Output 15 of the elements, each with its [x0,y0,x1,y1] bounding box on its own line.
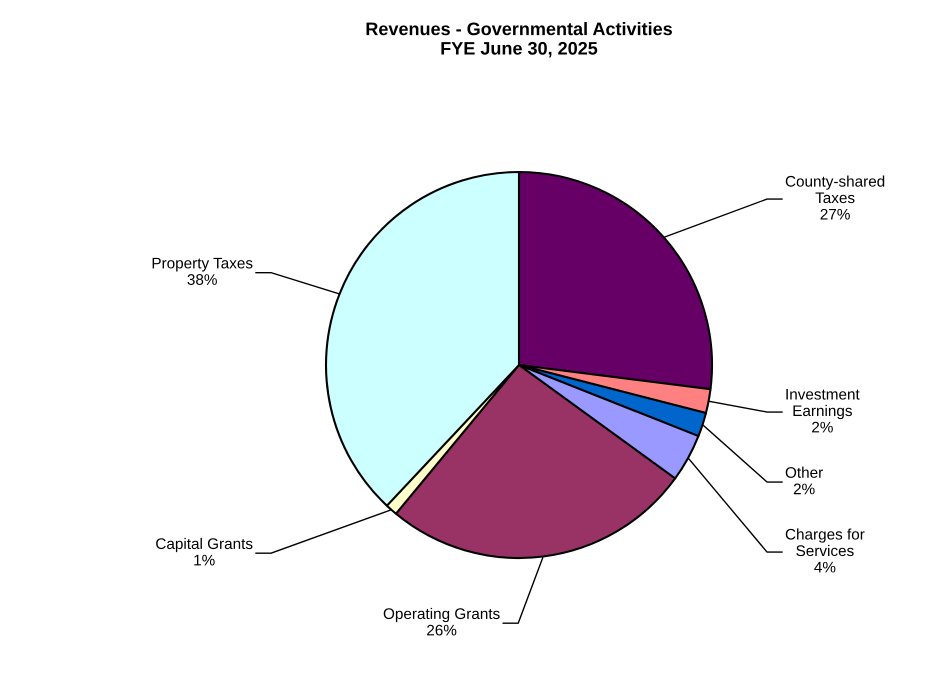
slice-label: County-shared Taxes [786,176,884,204]
slice-label: Operating Grants [384,608,500,622]
data-label: 4% [814,562,836,573]
data-label: 2% [812,422,833,433]
data-label: 26% [427,624,456,636]
data-label: 1% [194,554,215,566]
slice-label: Other [786,466,823,478]
slice-label: Charges for Services [786,528,865,556]
slice-label: Capital Grants [156,538,252,552]
slice-label: Property Taxes [152,258,252,272]
data-label: 27% [820,208,850,220]
slice-label: Investment Earnings [786,389,860,420]
chart-title: Revenues - Governmental Activities FYE June 30, 2025 [366,22,672,58]
data-label: 2% [794,484,815,494]
data-label: 38% [187,274,217,285]
